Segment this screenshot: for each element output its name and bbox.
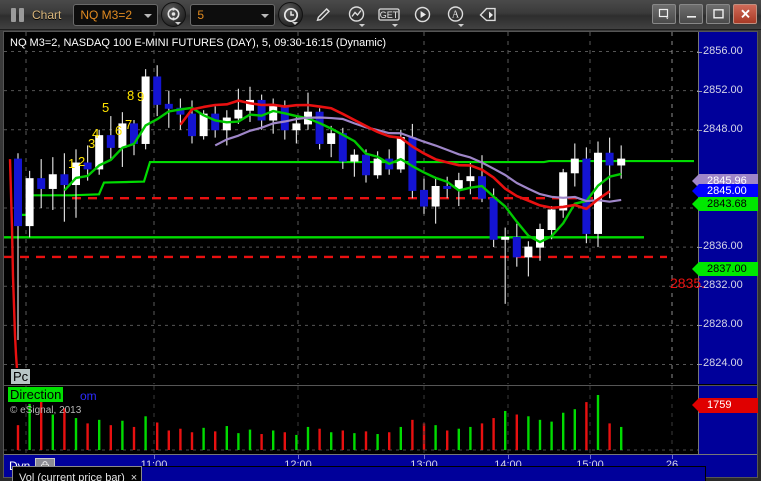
price-tick: 2848.00 (697, 123, 743, 135)
price-marker-arrow (692, 174, 699, 188)
tick-dash (697, 325, 702, 327)
price-tick: 2832.00 (697, 279, 743, 291)
close-icon[interactable]: × (130, 472, 138, 481)
price-tick: 2824.00 (697, 357, 743, 369)
price-marker-arrow (692, 184, 699, 198)
price-tick: 2856.00 (697, 45, 743, 57)
chevron-down-icon[interactable] (458, 23, 465, 27)
price-tick: 2836.00 (697, 240, 743, 252)
maximize-window-button[interactable] (706, 4, 730, 24)
interval-input[interactable]: 5 (190, 3, 276, 26)
copyright-label: © eSignal, 2013 (10, 405, 82, 416)
time-gridline (424, 455, 425, 459)
bar-number-label: 9 (137, 89, 145, 104)
volume-tooltip-bar (140, 466, 706, 481)
bar-number-label: 1 (68, 156, 76, 171)
tick-dash (697, 51, 702, 53)
bar-number-label: 8 (127, 88, 135, 103)
price-pane[interactable]: NQ M3=2, NASDAQ 100 E-MINI FUTURES (DAY)… (4, 32, 698, 384)
svg-text:GET: GET (380, 10, 399, 20)
minimize-window-button[interactable] (679, 4, 703, 24)
study-chart-icon[interactable] (343, 2, 369, 28)
price-tick: 2828.00 (697, 318, 743, 330)
close-window-button[interactable] (733, 4, 757, 24)
price-marker-arrow (692, 262, 699, 276)
chart-container: NQ M3=2, NASDAQ 100 E-MINI FUTURES (DAY)… (3, 31, 758, 481)
window-title: Chart (32, 7, 62, 22)
window-controls (652, 4, 757, 24)
volume-axis[interactable]: 1759 (692, 385, 758, 454)
price-marker-arrow (692, 197, 699, 211)
chevron-down-icon[interactable] (175, 22, 182, 25)
chevron-down-icon[interactable] (292, 22, 299, 25)
bar-number-label: 3 (88, 136, 96, 151)
bar-number-label: 2 (78, 154, 86, 169)
bar-number-label: 5 (102, 100, 110, 115)
interval-clock-icon[interactable] (278, 2, 304, 27)
title-bar: Chart NQ M3=2 5 GET (0, 0, 761, 30)
time-gridline (672, 455, 673, 459)
pc-tag[interactable]: Pc (10, 368, 32, 385)
chevron-down-icon[interactable] (144, 13, 153, 18)
price-tick: 2852.00 (697, 84, 743, 96)
tick-dash (697, 247, 702, 249)
price-marker[interactable]: 2837.00 (699, 262, 758, 276)
draw-pencil-icon[interactable] (310, 2, 336, 28)
volume-pane[interactable] (4, 385, 698, 454)
chevron-down-icon[interactable] (392, 23, 399, 27)
annotate-a-icon[interactable]: A (442, 2, 468, 28)
tick-dash (697, 286, 702, 288)
volume-plot (4, 386, 698, 454)
direction-tag[interactable]: Direction (8, 387, 64, 402)
tick-dash (697, 90, 702, 92)
price-marker[interactable]: 2843.68 (699, 197, 758, 211)
om-tag[interactable]: om (80, 389, 97, 403)
tick-dash (697, 364, 702, 366)
tag-icon[interactable] (475, 2, 501, 28)
chevron-down-icon[interactable] (359, 23, 366, 27)
price-axis[interactable]: 2856.002852.002848.002840.002836.002832.… (692, 32, 758, 384)
tick-dash (697, 129, 702, 131)
symbol-settings-icon[interactable] (161, 2, 187, 27)
time-gridline (298, 455, 299, 459)
time-gridline (154, 455, 155, 459)
price-annotation-2835: 2835. (670, 275, 706, 291)
bar-number-label: 7 (125, 117, 133, 132)
symbol-input[interactable]: NQ M3=2 (73, 3, 159, 26)
price-plot (4, 32, 698, 384)
play-icon[interactable] (409, 2, 435, 28)
interval-value: 5 (197, 7, 205, 22)
time-gridline (590, 455, 591, 459)
bar-number-label: 4 (92, 126, 100, 141)
volume-tooltip-text: Vol (current price bar) (19, 472, 125, 481)
chart-header-text: NQ M3=2, NASDAQ 100 E-MINI FUTURES (DAY)… (10, 37, 387, 49)
grip-icon (6, 6, 28, 24)
price-marker[interactable]: 2845.00 (699, 184, 758, 198)
time-gridline (508, 455, 509, 459)
volume-tooltip[interactable]: Vol (current price bar) × (12, 466, 143, 481)
bar-number-label: 6 (115, 123, 123, 138)
get-symbol-icon[interactable]: GET (376, 2, 402, 28)
svg-text:A: A (452, 10, 460, 21)
symbol-value: NQ M3=2 (80, 7, 133, 22)
volume-marker[interactable]: 1759 (699, 398, 758, 413)
volume-marker-arrow (692, 398, 699, 412)
restore-window-button[interactable] (652, 4, 676, 24)
chevron-down-icon[interactable] (261, 13, 270, 18)
